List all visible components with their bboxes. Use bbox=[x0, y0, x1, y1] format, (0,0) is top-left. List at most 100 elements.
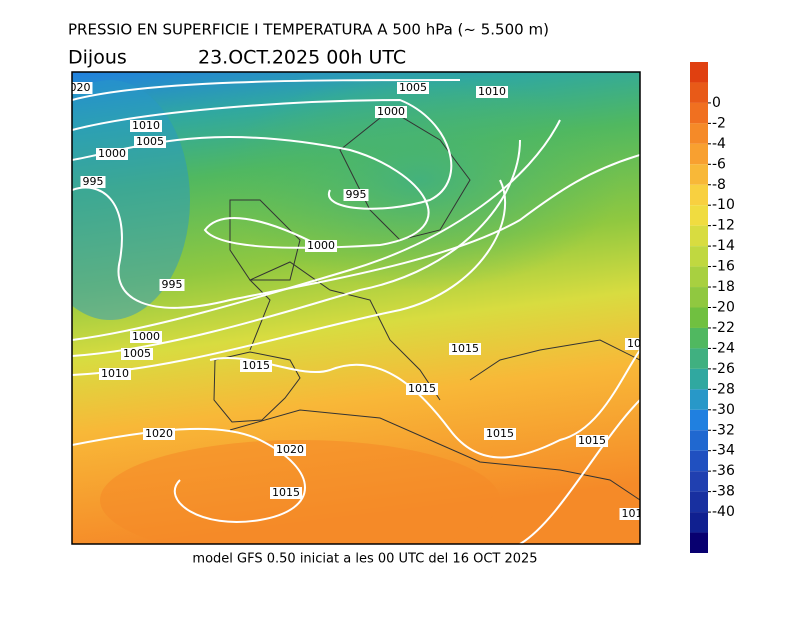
isobar-label-box bbox=[375, 106, 407, 118]
isobar-label: 995 bbox=[83, 175, 104, 188]
colorbar-segment bbox=[690, 184, 708, 206]
colorbar-segment bbox=[690, 409, 708, 431]
colorbar-segment bbox=[690, 327, 708, 349]
isobar-label: 1005 bbox=[123, 347, 151, 360]
colorbar-tick-label: -38 bbox=[712, 484, 735, 500]
colorbar-segment bbox=[690, 512, 708, 533]
colorbar-segment bbox=[690, 491, 708, 513]
isobar-label-box bbox=[625, 338, 640, 350]
colorbar-segment bbox=[690, 205, 708, 226]
colorbar-tick-label: -8 bbox=[712, 177, 726, 193]
colorbar: 0 -2 -4 -6 -8 -10 -12 -14 -16 -18 -20 -22 -24 -26 -28 -… bbox=[690, 62, 735, 553]
colorbar-tick-label: -16 bbox=[712, 259, 735, 275]
coastline bbox=[229, 409, 640, 501]
colorbar-segment bbox=[690, 430, 708, 451]
isobar bbox=[72, 154, 640, 309]
colorbar-tick-label: -30 bbox=[712, 402, 735, 418]
isobar bbox=[72, 98, 453, 210]
colorbar-tick-label: -34 bbox=[712, 443, 735, 459]
coastline bbox=[213, 351, 301, 423]
colorbar-segment bbox=[690, 225, 708, 247]
isobar-label: 1000 bbox=[307, 239, 335, 252]
isobar-label-box bbox=[159, 279, 185, 291]
isobar-label: 020 bbox=[70, 81, 91, 94]
isobar-label-box bbox=[270, 487, 302, 499]
isobar-label-box bbox=[449, 343, 481, 355]
isobar bbox=[519, 399, 640, 544]
isobar-label: 1000 bbox=[377, 105, 405, 118]
isobar-label: 995 bbox=[346, 188, 367, 201]
isobar-label-box bbox=[96, 148, 128, 160]
colorbar-tick-label: -6 bbox=[712, 156, 726, 172]
isobar-label-box bbox=[343, 189, 369, 201]
colorbar-segment bbox=[690, 102, 708, 124]
isobar-label: 1015 bbox=[578, 434, 606, 447]
colorbar-tick-label: -10 bbox=[712, 197, 735, 213]
colorbar-segment bbox=[690, 368, 708, 390]
footer: model GFS 0.50 iniciat a les 00 UTC del … bbox=[192, 552, 537, 567]
colorbar-segment bbox=[690, 287, 708, 308]
isobar-label-box bbox=[240, 360, 272, 372]
isobar bbox=[209, 349, 640, 459]
isobar-label: 1010 bbox=[478, 85, 506, 98]
isobar bbox=[72, 136, 430, 249]
colorbar-tick-label: -40 bbox=[712, 504, 735, 520]
title: PRESSIO EN SUPERFICIE I TEMPERATURA A 50… bbox=[68, 21, 549, 39]
isobar-label-box bbox=[130, 120, 162, 132]
cold-core bbox=[220, 72, 620, 290]
colorbar-segment bbox=[690, 389, 708, 410]
isobar-label: 1010 bbox=[132, 119, 160, 132]
colorbar-segment bbox=[690, 143, 708, 165]
colorbar-segment bbox=[690, 471, 708, 492]
isobar-label: 1005 bbox=[399, 81, 427, 94]
isobar-label: 1020 bbox=[276, 443, 304, 456]
isobar bbox=[72, 139, 521, 357]
colorbar-tick-label: -4 bbox=[712, 136, 726, 152]
isobar-label-box bbox=[406, 383, 438, 395]
isobar-label-box bbox=[397, 82, 429, 94]
isobar-label: 1020 bbox=[145, 427, 173, 440]
isobar-label-box bbox=[72, 82, 93, 94]
isobar-label-box bbox=[121, 348, 153, 360]
colorbar-tick-label: -14 bbox=[712, 238, 735, 254]
colorbar-segment bbox=[690, 82, 708, 103]
isobar-label-box bbox=[476, 86, 508, 98]
isobar-label-box bbox=[274, 444, 306, 456]
colorbar-tick-label: -26 bbox=[712, 361, 735, 377]
isobar-label: 1000 bbox=[98, 147, 126, 160]
colorbar-segment bbox=[690, 246, 708, 267]
map-area: 020 1005 1010 1000 1010 1005 1000 995 995 1000 995… bbox=[70, 72, 643, 544]
colorbar-tick-label: -36 bbox=[712, 463, 735, 479]
isobar-label: 1015 bbox=[242, 359, 270, 372]
isobar bbox=[72, 119, 561, 341]
isobar bbox=[72, 179, 506, 376]
isobar-label: 1005 bbox=[136, 135, 164, 148]
isobar-label: 1000 bbox=[132, 330, 160, 343]
colorbar-segment bbox=[690, 307, 708, 328]
date: 23.OCT.2025 00h UTC bbox=[198, 47, 406, 69]
isobar-label: 1015 bbox=[486, 427, 514, 440]
colorbar-segment bbox=[690, 532, 708, 553]
isobar-label-box bbox=[130, 331, 162, 343]
colorbar-segment bbox=[690, 164, 708, 185]
isobar-label-box bbox=[99, 368, 131, 380]
colorbar-tick-label: -24 bbox=[712, 340, 735, 356]
coastline bbox=[229, 199, 301, 281]
isobar-label: 101 bbox=[622, 507, 643, 520]
isobar-label: 995 bbox=[162, 278, 183, 291]
isobar-label-box bbox=[305, 240, 337, 252]
coastline bbox=[469, 339, 640, 381]
colorbar-tick-label: -20 bbox=[712, 300, 735, 316]
isobar-label-box bbox=[80, 176, 106, 188]
colorbar-tick-label: -32 bbox=[712, 422, 735, 438]
colorbar-tick-label: -12 bbox=[712, 218, 735, 234]
colorbar-segment bbox=[690, 348, 708, 369]
isobar-labels: 020 1005 1010 1000 1010 1005 1000 995 995 1000 995… bbox=[70, 81, 643, 520]
isobar-label: 1015 bbox=[408, 382, 436, 395]
isobar bbox=[72, 79, 461, 101]
colorbar-tick-label: -2 bbox=[712, 115, 726, 131]
colorbar-segment bbox=[690, 266, 708, 288]
isobar-label-box bbox=[134, 136, 166, 148]
colorbar-segment bbox=[690, 62, 708, 83]
